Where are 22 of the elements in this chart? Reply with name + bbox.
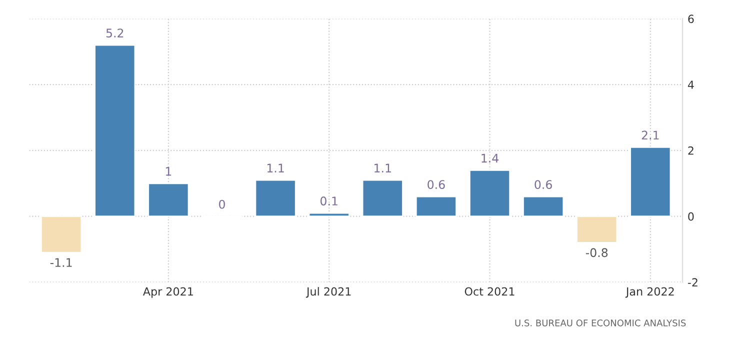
data-label: 0.1 <box>320 196 338 206</box>
x-tick-label: Apr 2021 <box>143 287 193 298</box>
y-tick-label: 4 <box>688 80 694 89</box>
y-tick-label: 2 <box>688 146 694 155</box>
data-label: 2.1 <box>642 130 659 140</box>
data-label: 0 <box>219 200 225 209</box>
y-tick-label: -2 <box>688 278 698 286</box>
data-label: 0.6 <box>428 180 445 190</box>
data-label: -1.1 <box>50 258 72 267</box>
x-tick-label: Jul 2021 <box>306 287 351 298</box>
data-label: 1.1 <box>267 164 284 172</box>
text: U.S. BUREAU OF ECONOMIC ANALYSIS <box>515 320 686 326</box>
data-label: 1 <box>166 167 172 176</box>
data-label: 5.2 <box>106 28 124 38</box>
data-label: 1.4 <box>482 154 498 162</box>
y-tick-label: 0 <box>688 212 694 221</box>
x-tick-label: Oct 2021 <box>464 287 514 296</box>
data-label: -0.8 <box>586 248 608 258</box>
y-tick-label: 6 <box>688 14 694 24</box>
x-tick-label: Jan 2022 <box>625 287 674 298</box>
data-label: 0.6 <box>534 180 552 190</box>
data-label: 1.1 <box>374 164 391 172</box>
